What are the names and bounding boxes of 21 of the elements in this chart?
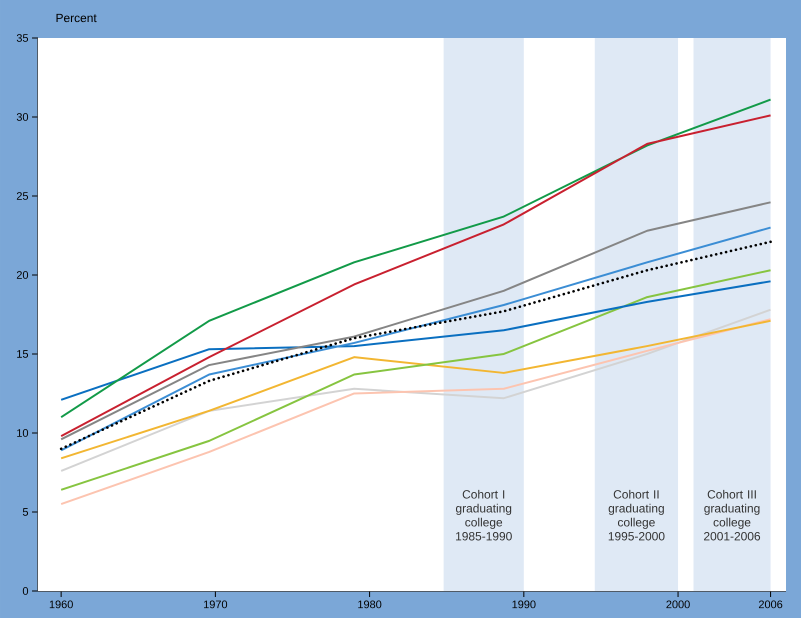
x-tick-label: 2006 — [758, 600, 782, 608]
band-label: Cohort I graduating college 1985-1990 — [456, 490, 512, 540]
x-tick-label: 2000 — [666, 600, 690, 608]
line-series — [60, 318, 772, 506]
y-axis-title: Percent — [56, 14, 97, 22]
y-tick-label: 5 — [22, 508, 28, 516]
x-tick-label: 1960 — [50, 600, 73, 608]
band-label: Cohort II graduating college 1995-2000 — [608, 490, 665, 540]
y-tick-label: 0 — [22, 587, 28, 595]
x-tick-label: 1980 — [358, 600, 382, 608]
y-tick-label: 35 — [16, 34, 28, 42]
y-tick-label: 15 — [17, 350, 28, 358]
y-tick-label: 20 — [16, 271, 28, 279]
x-tick-label: 1990 — [512, 600, 536, 608]
y-tick-label: 10 — [17, 429, 28, 437]
y-tick-label: 30 — [16, 113, 28, 121]
line-series — [60, 269, 772, 491]
band-label: Cohort III graduating college 2001-2006 — [704, 490, 760, 540]
x-tick-label: 1970 — [204, 600, 228, 608]
line-series — [60, 280, 772, 401]
y-tick-label: 25 — [16, 192, 28, 200]
